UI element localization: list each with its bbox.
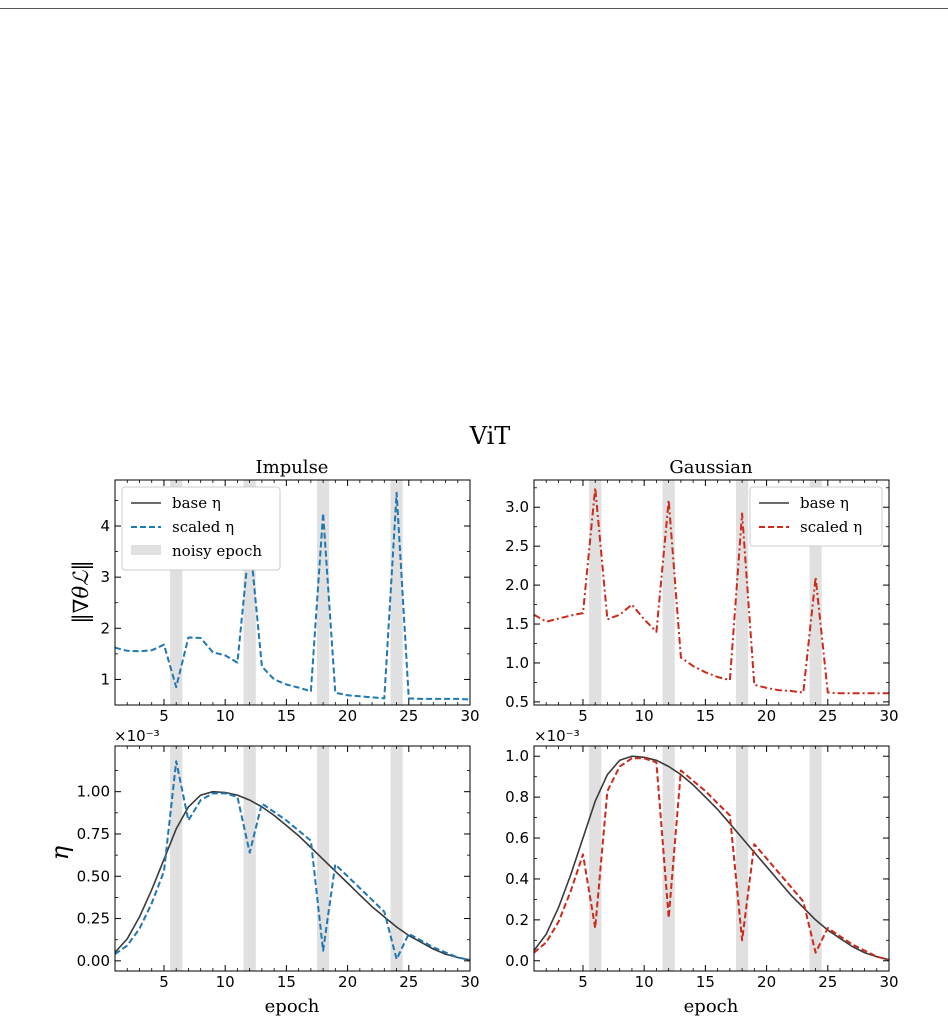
x-tick-label: 10	[216, 707, 235, 725]
series-line-base	[533, 755, 890, 961]
legend-box	[121, 486, 281, 571]
series-line-scaled	[533, 486, 889, 695]
y-tick-label: 0.2	[505, 911, 529, 929]
noisy-epoch-band	[316, 480, 330, 705]
noisy-epoch-band	[589, 480, 602, 705]
y-tick-label: 1	[100, 670, 110, 688]
x-tick-label: 10	[635, 973, 654, 991]
axes-frame	[533, 745, 890, 972]
y-tick-label: 0.0	[505, 952, 529, 970]
x-tick-label: 30	[460, 973, 479, 991]
legend-swatch-noisy	[131, 545, 161, 555]
scale-label-left: ×10⁻³	[114, 727, 160, 745]
noisy-epoch-band	[735, 480, 749, 705]
x-tick-label: 30	[460, 707, 479, 725]
panel-impulse-lr: 5 10 15 20 25 30 0.00 0.25 0.50 0.75 1.00	[77, 745, 480, 991]
x-tick-label: 15	[277, 973, 296, 991]
panel-title-gaussian: Gaussian	[669, 457, 753, 478]
x-tick-label: 5	[159, 707, 169, 725]
series-line-scaled	[114, 491, 471, 701]
xlabel-epoch-left: epoch	[265, 996, 320, 1017]
scale-label-right: ×10⁻³	[534, 727, 580, 745]
panel-title-impulse: Impulse	[256, 457, 329, 478]
xlabel-epoch-right: epoch	[684, 996, 739, 1017]
series-line-scaled	[533, 757, 890, 961]
y-tick-label: 3.0	[505, 498, 529, 516]
y-tick-label: 1.0	[505, 747, 529, 765]
noisy-epoch-band	[390, 746, 403, 971]
x-tick-label: 5	[578, 973, 588, 991]
noisy-epoch-band	[243, 746, 256, 971]
y-tick-label: 1.00	[77, 783, 110, 801]
x-tick-label: 30	[879, 973, 898, 991]
y-tick-label: 2.5	[505, 537, 529, 555]
x-tick-label: 25	[399, 973, 418, 991]
legend-label-base: base η	[172, 494, 221, 512]
axes-frame	[533, 479, 890, 706]
x-tick-label: 20	[757, 707, 776, 725]
legend-impulse: base η scaled η noisy epoch	[121, 486, 281, 571]
ylabel-grad-norm: ‖∇θℒ‖	[69, 560, 94, 623]
y-tick-label: 1.0	[505, 654, 529, 672]
noisy-epoch-band	[809, 746, 822, 971]
legend-label-scaled: scaled η	[800, 518, 862, 536]
x-tick-label: 25	[818, 973, 837, 991]
x-tick-label: 20	[338, 973, 357, 991]
noisy-epoch-band	[390, 480, 403, 705]
x-tick-label: 10	[635, 707, 654, 725]
y-tick-label: 0.50	[77, 867, 110, 885]
y-tick-label: 0.8	[505, 788, 529, 806]
noisy-epoch-band	[662, 746, 675, 971]
noisy-epoch-band	[589, 746, 602, 971]
series-line-scaled	[114, 760, 471, 961]
legend-label-scaled: scaled η	[172, 518, 234, 536]
y-tick-label: 1.5	[505, 615, 529, 633]
legend-label-base: base η	[800, 494, 849, 512]
page-top-rule	[0, 8, 948, 9]
y-tick-label: 0.25	[77, 910, 110, 928]
noisy-epoch-band	[662, 480, 675, 705]
legend-label-noisy: noisy epoch	[172, 542, 262, 560]
y-tick-label: 0.75	[77, 825, 110, 843]
x-tick-label: 10	[216, 973, 235, 991]
x-tick-label: 20	[338, 707, 357, 725]
x-tick-label: 30	[879, 707, 898, 725]
legend-gaussian: base η scaled η	[749, 486, 883, 547]
y-tick-label: 0.5	[505, 693, 529, 711]
x-tick-label: 15	[277, 707, 296, 725]
x-tick-label: 25	[399, 707, 418, 725]
y-tick-label: 2	[100, 619, 110, 637]
x-tick-label: 15	[696, 707, 715, 725]
figure-suptitle: ViT	[469, 422, 511, 450]
y-tick-label: 4	[100, 517, 110, 535]
ylabel-eta: η	[46, 845, 74, 860]
axes-frame	[114, 745, 471, 972]
x-tick-label: 5	[578, 707, 588, 725]
y-tick-label: 2.0	[505, 576, 529, 594]
x-tick-label: 5	[159, 973, 169, 991]
series-line-base	[114, 790, 471, 961]
y-tick-label: 0.4	[505, 870, 529, 888]
panel-gaussian-lr: 5 10 15 20 25 30 0.0 0.2 0.4 0.6 0.8 1.0	[505, 745, 899, 991]
y-tick-label: 0.00	[77, 952, 110, 970]
legend-box	[749, 486, 883, 547]
x-tick-label: 20	[757, 973, 776, 991]
noisy-epoch-band	[170, 746, 183, 971]
y-tick-label: 3	[100, 568, 110, 586]
y-tick-label: 0.6	[505, 829, 529, 847]
axes-frame	[114, 479, 471, 706]
x-tick-label: 25	[818, 707, 837, 725]
x-tick-label: 15	[696, 973, 715, 991]
